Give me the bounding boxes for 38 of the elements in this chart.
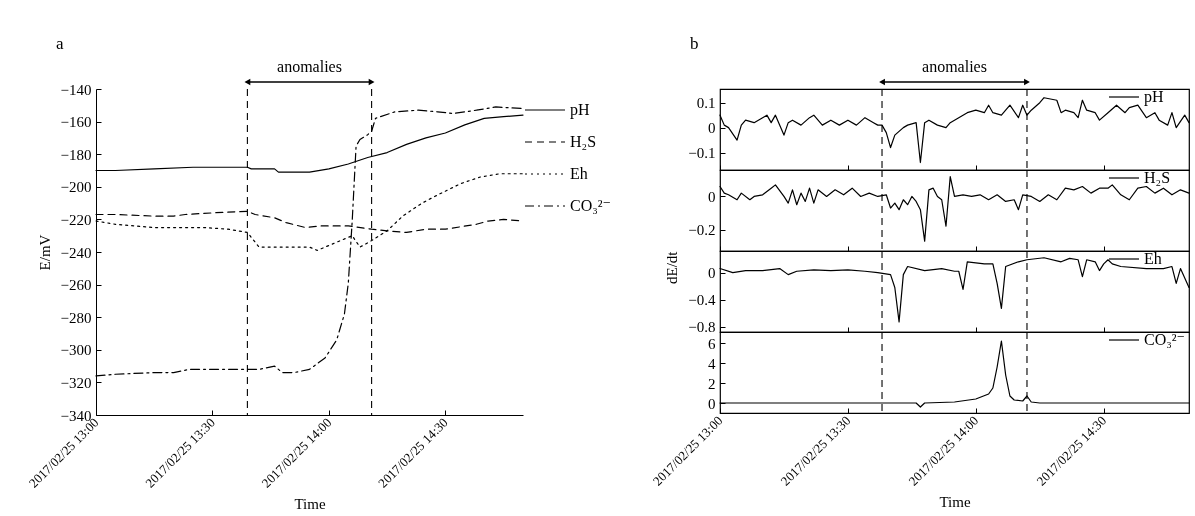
y-tick-label: −200 (60, 179, 92, 196)
chart-title: b (690, 34, 699, 53)
x-axis-title: Time (294, 495, 326, 512)
legend-label: CO₃²⁻ (1144, 331, 1186, 348)
legend-label: Eh (570, 165, 588, 182)
y-axis-title: E/mV (36, 234, 53, 271)
x-axis-title: Time (939, 493, 971, 510)
legend-label: H₂S (1144, 169, 1171, 186)
y-tick-label: 2 (708, 375, 716, 392)
y-tick-label: 0 (708, 188, 716, 205)
y-tick-label: −0.1 (688, 145, 716, 162)
text: anomalies (277, 58, 342, 75)
y-tick-label: −320 (60, 374, 92, 391)
y-tick-label: −240 (60, 244, 92, 261)
y-tick-label: 0 (708, 395, 716, 412)
y-tick-label: 0.1 (696, 95, 716, 112)
y-tick-label: 4 (708, 355, 716, 372)
legend-label: pH (1144, 88, 1164, 106)
text: anomalies (922, 58, 987, 75)
y-tick-label: −280 (60, 309, 92, 326)
legend-label: H₂S (570, 133, 597, 150)
y-tick-label: −0.2 (688, 222, 716, 239)
legend-label: CO₃²⁻ (570, 197, 612, 214)
legend-label: Eh (1144, 250, 1162, 267)
y-tick-label: −180 (60, 146, 92, 163)
y-axis-title: dE/dt (664, 250, 681, 284)
y-tick-label: 0 (708, 120, 716, 137)
chart-title: a (56, 34, 64, 53)
y-tick-label: 6 (708, 335, 716, 352)
y-tick-label: −220 (60, 211, 92, 228)
y-tick-label: −0.8 (688, 319, 716, 336)
y-tick-label: −260 (60, 277, 92, 294)
y-tick-label: −300 (60, 342, 92, 359)
y-tick-label: −140 (60, 81, 92, 98)
y-tick-label: −0.4 (688, 292, 716, 309)
legend-label: pH (570, 101, 590, 119)
y-tick-label: 0 (708, 265, 716, 282)
y-tick-label: −160 (60, 114, 92, 131)
